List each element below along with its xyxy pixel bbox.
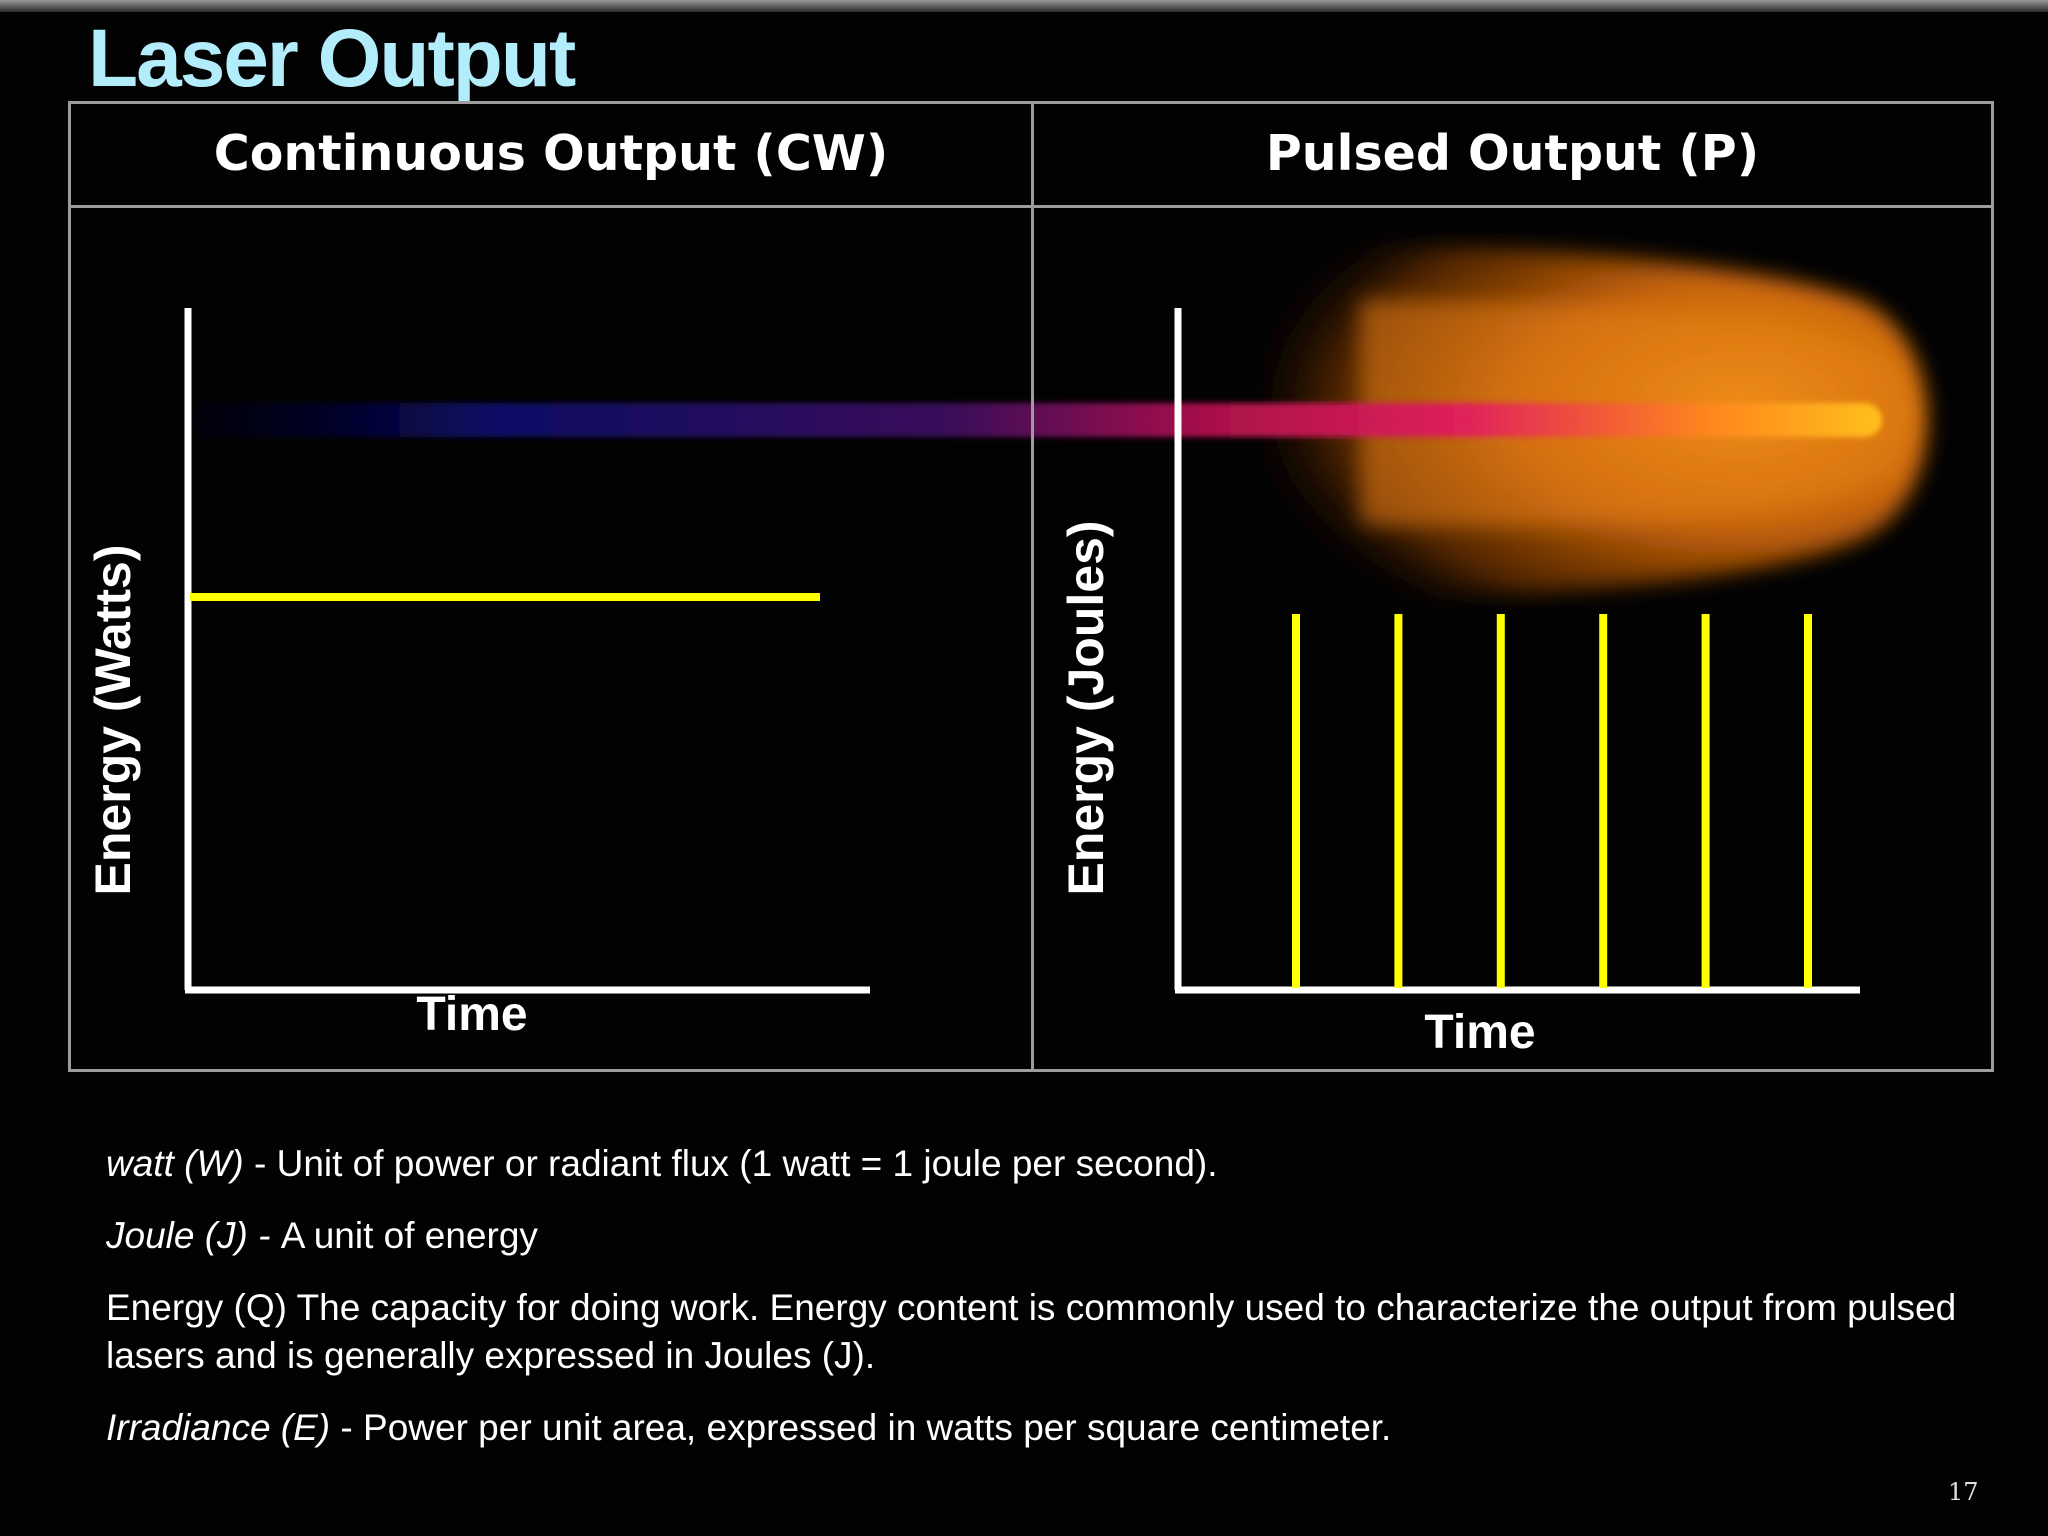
definition-item: watt (W) - Unit of power or radiant flux…	[106, 1140, 1966, 1188]
cw-y-axis-label: Energy (Watts)	[85, 545, 141, 896]
top-bar	[0, 0, 2048, 12]
pulse-group	[1292, 614, 1812, 988]
laser-beam	[190, 403, 1882, 437]
pulsed-x-axis-label: Time	[1424, 1006, 1535, 1059]
cw-x-axis-label: Time	[416, 988, 527, 1041]
table-column-divider	[1031, 101, 1034, 1072]
definition-separator: -	[330, 1407, 364, 1448]
definition-term: Irradiance (E)	[106, 1407, 331, 1448]
cw-column-header: Continuous Output (CW)	[213, 124, 889, 182]
definition-term: Joule (J)	[106, 1215, 248, 1256]
pulsed-column-header: Pulsed Output (P)	[1265, 124, 1760, 182]
definition-text: Energy (Q) The capacity for doing work. …	[106, 1287, 1957, 1376]
pulsed-graph: Energy (Joules) Time	[1058, 308, 1860, 1059]
cw-graph: Energy (Watts) Time	[85, 308, 870, 1041]
definition-term: watt (W)	[106, 1143, 244, 1184]
definition-item: Joule (J) - A unit of energy	[106, 1212, 1966, 1260]
definition-item: Energy (Q) The capacity for doing work. …	[106, 1284, 1966, 1380]
definition-separator: -	[243, 1143, 277, 1184]
definition-text: A unit of energy	[280, 1215, 538, 1256]
definition-text: Unit of power or radiant flux (1 watt = …	[276, 1143, 1218, 1184]
definition-separator: -	[247, 1215, 281, 1256]
slide-title: Laser Output	[88, 13, 576, 104]
page-number: 17	[1948, 1478, 1979, 1506]
definition-text: Power per unit area, expressed in watts …	[363, 1407, 1392, 1448]
definition-item: Irradiance (E) - Power per unit area, ex…	[106, 1404, 1966, 1452]
laser-output-diagram: Energy (Watts) Time Energy (Joules) Time	[85, 244, 1928, 1059]
pulsed-y-axis-label: Energy (Joules)	[1058, 520, 1114, 895]
definitions-list: watt (W) - Unit of power or radiant flux…	[106, 1140, 1966, 1476]
